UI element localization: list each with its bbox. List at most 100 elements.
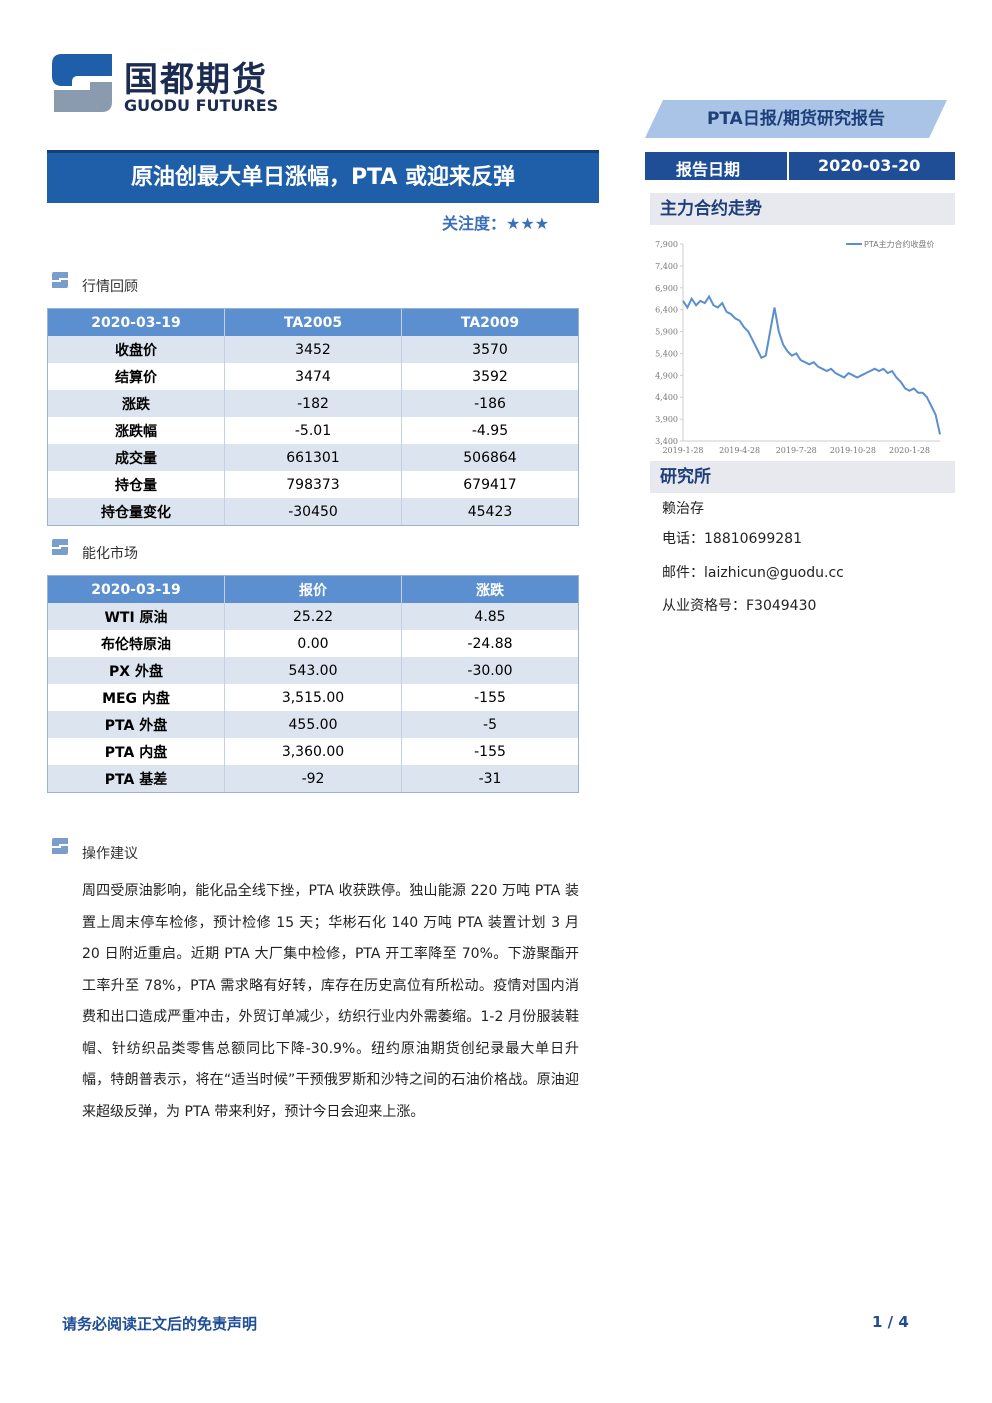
header-cell: 报价 (225, 576, 402, 603)
email: 邮件：laizhicun@guodu.cc (662, 565, 844, 581)
table-cell: 持仓量变化 (48, 498, 225, 525)
header-cell: TA2009 (460, 314, 520, 331)
table-cell: 798373 (225, 471, 402, 498)
table-cell: 679417 (463, 476, 517, 493)
disclaimer: 请务必阅读正文后的免责声明 (62, 1315, 258, 1333)
section-title: 行情回顾 (82, 279, 138, 295)
section-title: 操作建议 (82, 846, 138, 862)
y-tick-label: 5,400 (655, 349, 678, 358)
table-cell: 4.85 (474, 608, 506, 625)
table-cell: PTA 内盘 (48, 738, 225, 765)
table-row: PTA 外盘 455.00 -5 (48, 711, 578, 738)
section-icon (52, 838, 68, 854)
logo-en: GUODU FUTURES (124, 96, 279, 115)
legend-label: PTA主力合约收盘价 (864, 239, 935, 249)
x-tick-label: 2019-1-28 (662, 446, 703, 455)
y-tick-label: 5,900 (655, 328, 678, 337)
table-cell: 0.00 (225, 630, 402, 657)
table-cell: PTA 外盘 (48, 711, 225, 738)
table-cell: -155 (474, 689, 506, 706)
y-tick-label: 7,900 (655, 240, 678, 249)
section-icon (52, 539, 68, 555)
table-cell: -30450 (225, 498, 402, 525)
table-cell: 3474 (225, 363, 402, 390)
table-cell: -5.01 (225, 417, 402, 444)
table-row: PTA 基差 -92 -31 (48, 765, 578, 792)
table-cell: -186 (474, 395, 506, 412)
table-cell: 3592 (472, 368, 508, 385)
table-row: 布伦特原油 0.00 -24.88 (48, 630, 578, 657)
table-cell: 25.22 (225, 603, 402, 630)
table-row: 涨跌 -182 -186 (48, 390, 578, 417)
table-cell: -92 (225, 765, 402, 792)
paragraph: 周四受原油影响，能化品全线下挫，PTA 收获跌停。独山能源 220 万吨 PTA… (82, 883, 579, 1120)
x-tick-label: 2019-7-28 (776, 446, 817, 455)
y-tick-label: 4,900 (655, 371, 678, 380)
date-label: 报告日期 (676, 160, 741, 179)
page-number: 1 / 4 (872, 1313, 909, 1331)
chart: 3,400 3,900 4,400 4,900 5,400 5,900 6,400 6,900… (655, 239, 941, 455)
logo-cn: 国都期货 (124, 60, 268, 100)
y-tick-label: 4,400 (655, 393, 678, 402)
phone: 电话：18810699281 (662, 531, 802, 547)
header-cell: 2020-03-19 (48, 576, 225, 603)
y-tick-label: 3,400 (655, 437, 678, 446)
table-row: 成交量 661301 506864 (48, 444, 578, 471)
table-row: PX 外盘 543.00 -30.00 (48, 657, 578, 684)
attention: 关注度：★★★ (442, 210, 549, 234)
table-cell: PTA 基差 (48, 765, 225, 792)
date-divider (787, 152, 789, 180)
table-row: PTA 内盘 3,360.00 -155 (48, 738, 578, 765)
table-cell: 661301 (225, 444, 402, 471)
attention-label: 关注度： (442, 214, 507, 233)
table-cell: PX 外盘 (48, 657, 225, 684)
section-icon (52, 272, 68, 288)
table-cell: -24.88 (467, 635, 513, 652)
table-cell: 3570 (472, 341, 508, 358)
section-title: 能化市场 (82, 546, 138, 562)
table-cell: 3,360.00 (225, 738, 402, 765)
report-type: PTA日报/期货研究报告 (706, 109, 886, 129)
table-cell: 涨跌幅 (48, 417, 225, 444)
table-row: 收盘价 3452 3570 (48, 336, 578, 363)
table-cell: -5 (483, 716, 497, 733)
table-cell: 涨跌 (48, 390, 225, 417)
y-tick-label: 6,400 (655, 306, 678, 315)
table-cell: -4.95 (471, 422, 509, 439)
title-bar (47, 150, 599, 203)
table-row: 结算价 3474 3592 (48, 363, 578, 390)
analyst: 赖治存 (662, 501, 704, 517)
table-cell: WTI 原油 (48, 603, 225, 630)
x-tick-label: 2019-4-28 (719, 446, 760, 455)
table: 2020-03-19 报价 涨跌 WTI 原油 25.22 4.85 布伦特原油 0.00 -2… (47, 575, 579, 793)
table-row: 持仓量 798373 679417 (48, 471, 578, 498)
table-cell: 收盘价 (48, 336, 225, 363)
table-cell: 506864 (463, 449, 517, 466)
x-tick-label: 2020-1-28 (889, 446, 930, 455)
x-tick-label: 2019-10-28 (830, 446, 876, 455)
table-cell: 成交量 (48, 444, 225, 471)
y-tick-label: 3,900 (655, 415, 678, 424)
logo-icon (52, 54, 112, 112)
table-cell: 结算价 (48, 363, 225, 390)
y-tick-label: 6,900 (655, 284, 678, 293)
chart-title: 主力合约走势 (650, 193, 955, 225)
table-cell: 45423 (467, 503, 513, 520)
table-cell: 455.00 (225, 711, 402, 738)
title: 原油创最大单日涨幅，PTA 或迎来反弹 (130, 165, 516, 190)
header-cell: TA2005 (225, 309, 402, 336)
table-cell: -31 (478, 770, 502, 787)
header-row: 2020-03-19 报价 涨跌 (48, 576, 578, 603)
table-cell: 3,515.00 (225, 684, 402, 711)
table-cell: MEG 内盘 (48, 684, 225, 711)
header-row: 2020-03-19 TA2005 TA2009 (48, 309, 578, 336)
table: 2020-03-19 TA2005 TA2009 收盘价 3452 3570 结算价 3474… (47, 308, 579, 526)
table-cell: 持仓量 (48, 471, 225, 498)
table-cell: 布伦特原油 (48, 630, 225, 657)
table-cell: -30.00 (467, 662, 513, 679)
table-row: WTI 原油 25.22 4.85 (48, 603, 578, 630)
research-title: 研究所 (650, 461, 955, 493)
stars: ★★★ (506, 214, 550, 233)
header-cell: 涨跌 (476, 582, 504, 599)
